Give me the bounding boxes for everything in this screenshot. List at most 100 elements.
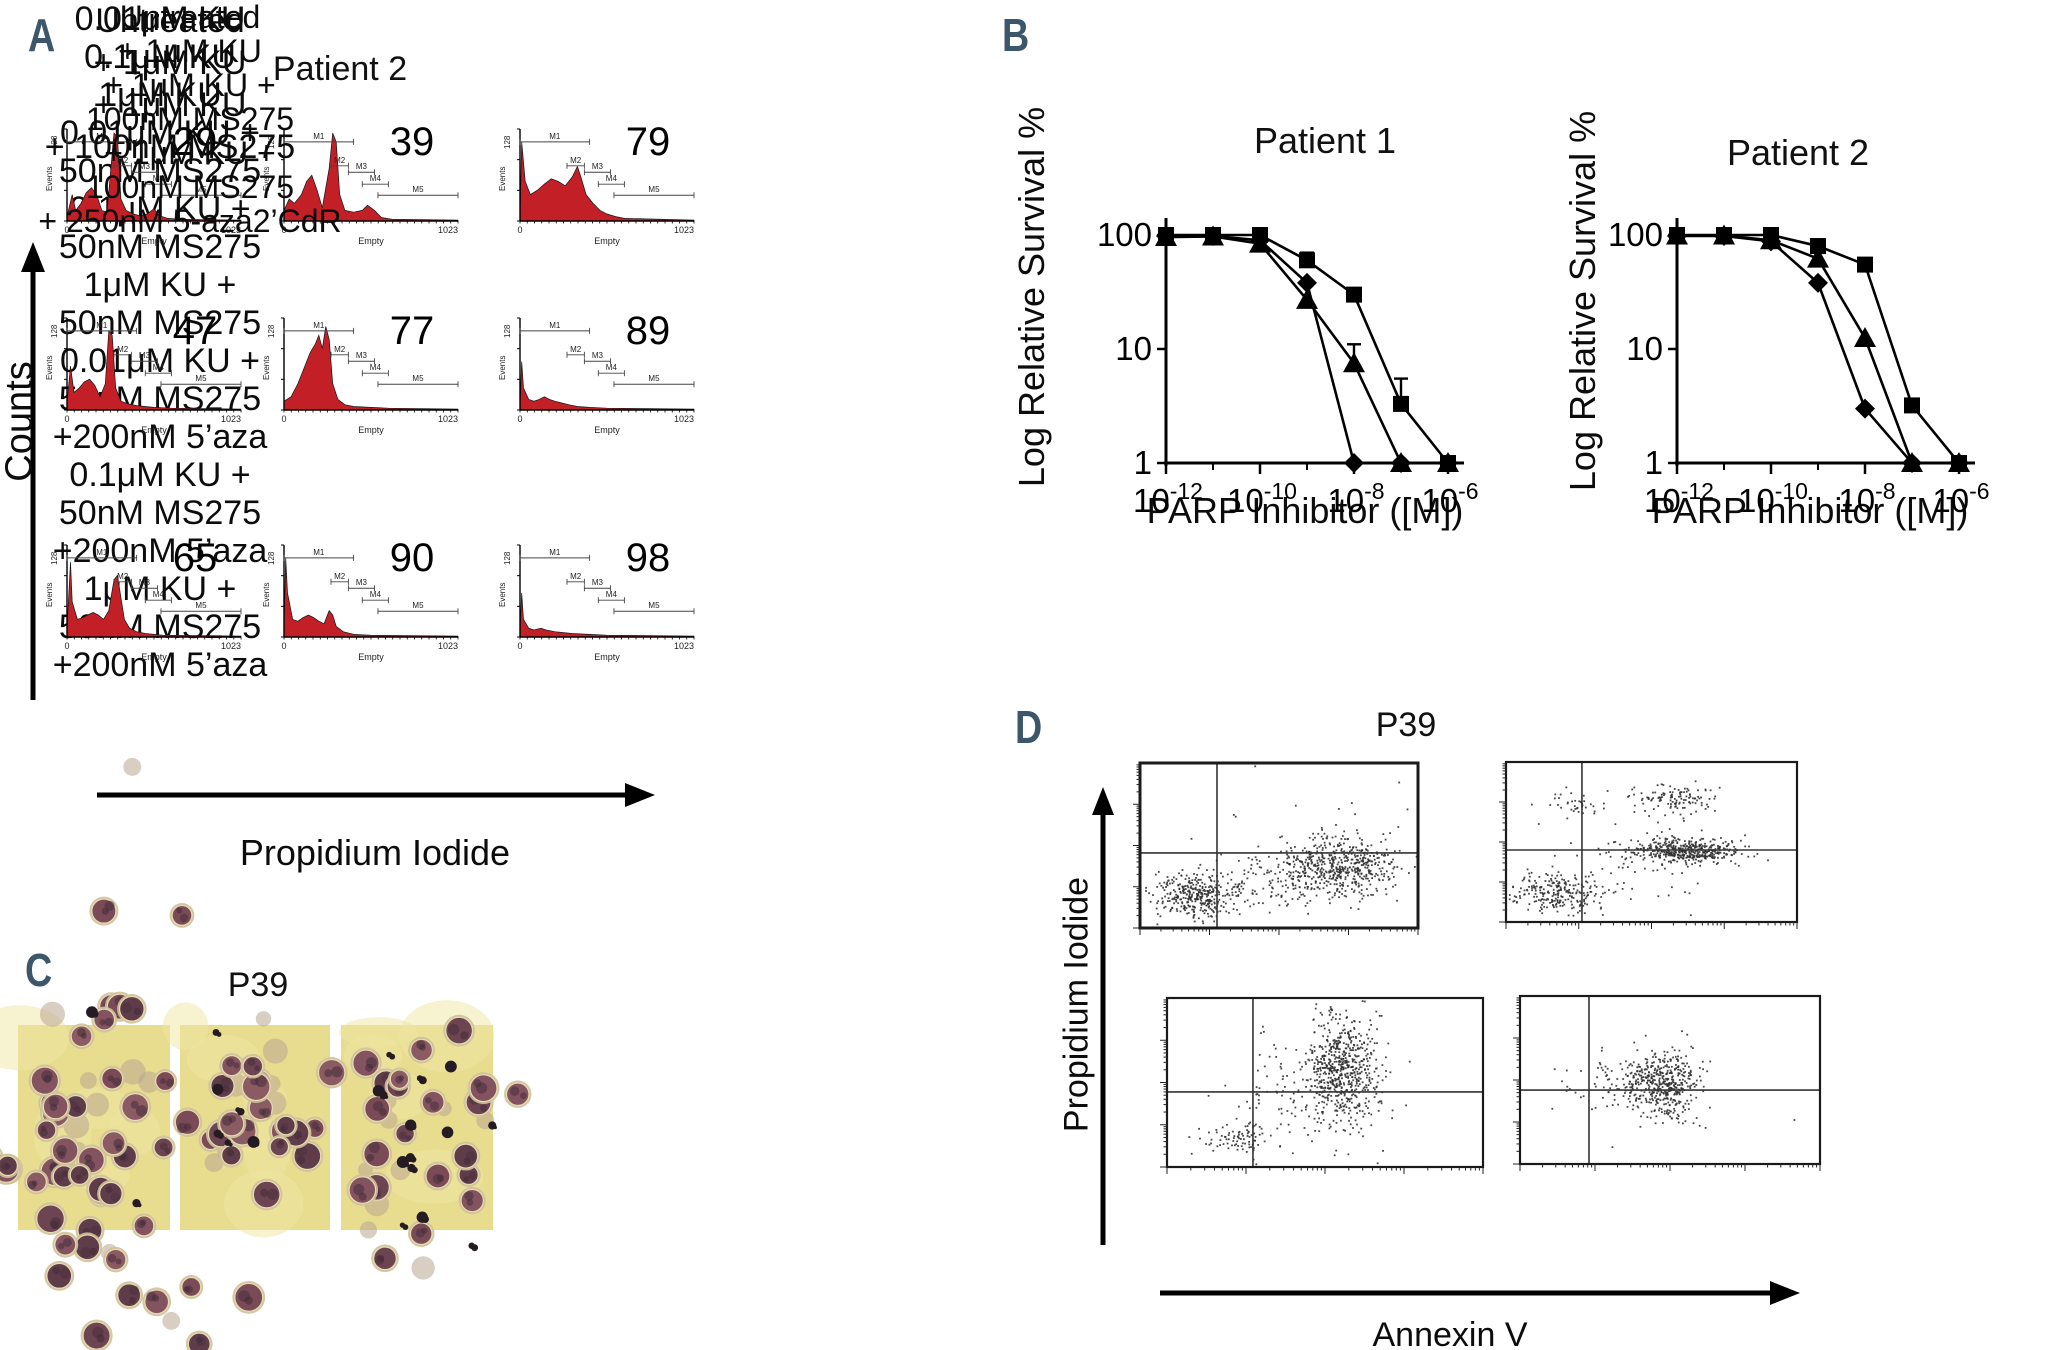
svg-text:Empty: Empty xyxy=(141,652,167,662)
condition-label: 0.1μM KU + 50nM MS275 +200nM 5’aza xyxy=(52,456,268,570)
condition-label: 0.01μM KU + 50nM MS275 +200nM 5’aza xyxy=(52,342,268,456)
svg-text:10-10: 10-10 xyxy=(1738,478,1808,519)
svg-text:M4: M4 xyxy=(370,590,382,599)
svg-text:M4: M4 xyxy=(606,363,618,372)
svg-text:M3: M3 xyxy=(139,351,151,360)
condition-label: 1μM KU + 50nM MS275 xyxy=(58,266,262,342)
svg-text:Events: Events xyxy=(45,167,54,191)
svg-text:M5: M5 xyxy=(195,601,207,610)
svg-text:128: 128 xyxy=(503,551,512,565)
panel-a-y-axis-label: Counts xyxy=(0,361,41,482)
panel-c-title: P39 xyxy=(227,966,289,1004)
svg-text:1023: 1023 xyxy=(438,225,458,235)
svg-text:0: 0 xyxy=(517,641,522,651)
svg-text:0: 0 xyxy=(281,641,286,651)
gate-percentage: 79 xyxy=(626,120,671,164)
svg-text:10-8: 10-8 xyxy=(1838,478,1895,519)
svg-text:1023: 1023 xyxy=(438,414,458,424)
svg-text:Empty: Empty xyxy=(594,425,620,435)
panel-d-x-axis-label: Annexin V xyxy=(1372,1316,1528,1350)
svg-text:128: 128 xyxy=(267,551,276,565)
svg-text:128: 128 xyxy=(267,135,276,149)
flow-dot-plot xyxy=(1499,760,1799,929)
dot-plot-caption: + 1μM KU + 100nM MS275 xyxy=(85,67,295,137)
micrograph-caption: + 1μM KU + 100nM MS275 xyxy=(44,86,296,166)
svg-text:128: 128 xyxy=(503,324,512,338)
dot-plot-caption: Untreated xyxy=(119,0,261,35)
svg-text:0: 0 xyxy=(64,225,69,235)
gate-percentage: 90 xyxy=(390,536,435,580)
svg-text:10-12: 10-12 xyxy=(1644,478,1714,519)
svg-text:M1: M1 xyxy=(313,548,325,557)
svg-text:Events: Events xyxy=(262,167,271,191)
svg-text:M3: M3 xyxy=(592,578,604,587)
svg-text:M2: M2 xyxy=(117,572,129,581)
svg-text:M3: M3 xyxy=(139,162,151,171)
svg-text:M3: M3 xyxy=(139,578,151,587)
svg-text:M5: M5 xyxy=(648,601,660,610)
svg-text:0: 0 xyxy=(64,641,69,651)
flow-dot-plot xyxy=(1160,996,1485,1174)
micrograph-image xyxy=(0,757,316,1350)
svg-text:128: 128 xyxy=(50,551,59,565)
condition-label: 0.1μM KU xyxy=(84,38,236,76)
chart2-plot: 100 10 110-12 10-10 10-8 10-6 xyxy=(1608,216,1990,519)
panel-c-micrographs: Untreated + 1μM KU + 1μM KU + 100nM MS275 xyxy=(0,0,532,1350)
gate-percentage: 65 xyxy=(173,536,218,580)
svg-text:10-6: 10-6 xyxy=(1932,478,1989,519)
chart1-title: Patient 1 xyxy=(1253,120,1397,161)
panel-c-letter: C xyxy=(25,944,53,996)
svg-text:M1: M1 xyxy=(96,132,108,141)
svg-text:M3: M3 xyxy=(356,578,368,587)
gate-percentage: 77 xyxy=(390,309,435,353)
svg-text:M5: M5 xyxy=(412,601,424,610)
svg-text:M2: M2 xyxy=(117,156,129,165)
svg-text:M2: M2 xyxy=(334,345,346,354)
svg-text:M5: M5 xyxy=(648,374,660,383)
panel-d-letter: D xyxy=(1015,701,1043,753)
svg-text:M1: M1 xyxy=(96,548,108,557)
condition-label: 0.01μM KU xyxy=(74,0,246,38)
flow-dot-plot xyxy=(1133,761,1420,935)
chart1-plot: 100 10 110-12 10-10 10-8 10-6 xyxy=(1097,216,1479,519)
svg-text:Empty: Empty xyxy=(594,236,620,246)
dot-plot-caption: + 1μM KU + 100nM MS275 + 250nM 5-aza2’Cd… xyxy=(38,135,342,239)
gate-percentage: 89 xyxy=(626,309,671,353)
svg-text:Events: Events xyxy=(498,356,507,380)
panel-d-y-axis-arrow xyxy=(1092,787,1114,1245)
svg-text:Empty: Empty xyxy=(141,236,167,246)
svg-text:10-8: 10-8 xyxy=(1327,478,1384,519)
svg-text:Events: Events xyxy=(45,356,54,380)
svg-text:Empty: Empty xyxy=(594,652,620,662)
panel-d-title: P39 xyxy=(1375,706,1437,744)
svg-text:M2: M2 xyxy=(334,156,346,165)
panel-d-y-axis-label: Propidium Iodide xyxy=(1057,876,1096,1133)
svg-text:10: 10 xyxy=(1115,330,1152,367)
svg-text:M2: M2 xyxy=(570,572,582,581)
svg-text:10-10: 10-10 xyxy=(1227,478,1297,519)
svg-text:M2: M2 xyxy=(570,156,582,165)
svg-text:M2: M2 xyxy=(570,345,582,354)
svg-text:128: 128 xyxy=(50,135,59,149)
counts-axis-arrow xyxy=(21,242,45,700)
panel-d-dot-plots: Untreated + 1μM KU + 1μM KU + 100nM MS275 +… xyxy=(0,0,1822,1174)
svg-text:Events: Events xyxy=(498,583,507,607)
svg-text:128: 128 xyxy=(503,135,512,149)
svg-text:M4: M4 xyxy=(370,174,382,183)
svg-text:M5: M5 xyxy=(648,185,660,194)
svg-text:M4: M4 xyxy=(153,590,165,599)
svg-text:M2: M2 xyxy=(334,572,346,581)
svg-text:Empty: Empty xyxy=(358,425,384,435)
svg-text:M5: M5 xyxy=(412,185,424,194)
micrograph-image xyxy=(315,1000,532,1280)
svg-text:100: 100 xyxy=(1608,216,1663,253)
svg-text:1023: 1023 xyxy=(674,641,694,651)
svg-text:M4: M4 xyxy=(153,363,165,372)
svg-text:M1: M1 xyxy=(313,132,325,141)
